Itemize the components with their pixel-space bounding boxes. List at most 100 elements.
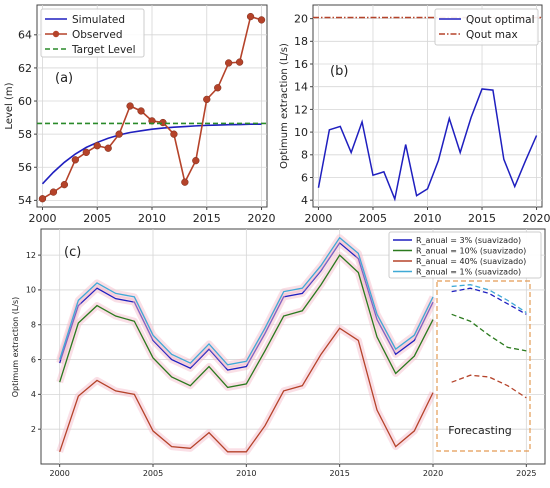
panel-a-label: (a) [55, 71, 73, 86]
observed-point [82, 148, 90, 157]
forecasting-box [436, 280, 531, 452]
observed-point [192, 156, 200, 165]
series-line [59, 241, 434, 371]
observed-point [38, 195, 47, 203]
x-tick-label: 2000 [304, 212, 332, 225]
panel-c-forecast-chart: 2000 2005 2010 2015 2020 2025 2 4 6 8 10 12 Forecas… [11, 228, 546, 478]
observed-point [115, 130, 123, 138]
panel-c-label: (c) [64, 245, 81, 260]
y-tick-label: 8 [31, 321, 36, 330]
panel-c-grid [41, 229, 545, 464]
y-tick-label: 14 [294, 81, 308, 94]
legend-label: R_anual = 40% (suavizado) [416, 257, 526, 266]
legend-label: Qout max [466, 29, 518, 41]
legend-box [434, 8, 539, 46]
y-tick-label: 10 [26, 286, 36, 295]
observed-point [225, 59, 233, 67]
x-tick-label: 2005 [83, 212, 111, 225]
series-line [59, 236, 434, 366]
observed-point [257, 16, 266, 24]
y-tick-label: 6 [31, 355, 36, 364]
series-forecast-line [451, 313, 527, 352]
legend-label: R_anual = 1% (suavizado) [416, 268, 521, 277]
y-tick-label: 12 [26, 251, 36, 260]
y-tick-label: 4 [31, 390, 36, 399]
y-tick-label: 56 [18, 161, 32, 174]
panel-a-ticks: 2000 2005 2010 2015 2020 54 56 58 60 62 64 [18, 29, 276, 225]
y-tick-label: 2 [31, 425, 36, 434]
y-tick-label: 20 [294, 12, 308, 25]
x-tick-label: 2025 [516, 469, 536, 478]
y-tick-label: 18 [294, 35, 308, 48]
y-tick-label: 6 [301, 171, 308, 184]
x-tick-label: 2015 [193, 212, 221, 225]
observed-point [137, 107, 145, 115]
observed-point [214, 84, 222, 92]
panel-a-legend: Simulated Observed Target Level [40, 8, 145, 58]
observed-point [49, 188, 58, 196]
legend-box [40, 8, 145, 58]
x-tick-label: 2010 [236, 469, 256, 478]
x-tick-label: 2015 [329, 469, 349, 478]
series-line-simulated [41, 123, 262, 185]
panel-b-series [313, 16, 542, 202]
x-tick-label: 2020 [248, 212, 276, 225]
observed-point [71, 156, 79, 164]
series-forecast-line [451, 374, 527, 399]
panel-b-ticks: 2000 2005 2010 2015 2020 4 6 8 10 12 14 16 18 20 [294, 12, 550, 225]
panel-b-legend: Qout optimal Qout max [434, 8, 539, 46]
panel-a-ylabel: Level (m) [4, 82, 15, 129]
observed-point [126, 102, 134, 110]
legend-box [388, 231, 542, 279]
panel-c-legend: R_anual = 3% (suavizado) R_anual = 10% (s… [388, 231, 542, 279]
observed-point [104, 144, 112, 152]
series-forecast-line [451, 284, 527, 314]
y-tick-label: 58 [18, 128, 32, 141]
panel-c-ticks: 2000 2005 2010 2015 2020 2025 2 4 6 8 10 12 [26, 251, 537, 478]
legend-label: Qout optimal [466, 14, 535, 26]
legend-label: Simulated [72, 14, 125, 26]
observed-point [181, 178, 189, 186]
observed-point [203, 95, 211, 104]
x-tick-label: 2020 [523, 212, 550, 225]
series-line [59, 327, 434, 453]
legend-marker [52, 30, 60, 38]
panel-a-series [37, 12, 267, 203]
panel-a-level-chart: 2000 2005 2010 2015 2020 54 56 58 60 62 64 (a) Lev… [4, 4, 276, 225]
x-tick-label: 2010 [414, 212, 442, 225]
panel-b-ylabel: Optimum extraction (L/s) [279, 43, 290, 169]
series-line [59, 254, 434, 389]
observed-point [159, 118, 167, 127]
y-tick-label: 12 [294, 103, 308, 116]
observed-point [246, 12, 255, 21]
series-line-qout-optimal [317, 88, 538, 202]
y-tick-label: 54 [18, 194, 32, 207]
x-tick-label: 2000 [28, 212, 56, 225]
series-forecast-line [451, 287, 527, 315]
x-tick-label: 2020 [423, 469, 443, 478]
y-tick-label: 16 [294, 58, 308, 71]
panel-b-label: (b) [330, 64, 348, 79]
x-tick-label: 2010 [138, 212, 166, 225]
y-tick-label: 64 [18, 29, 32, 42]
legend-label: Observed [72, 29, 123, 41]
x-tick-label: 2015 [468, 212, 496, 225]
y-tick-label: 8 [301, 149, 308, 162]
forecasting-annotation: Forecasting [448, 424, 512, 437]
y-tick-label: 60 [18, 95, 32, 108]
panel-c-ylabel: Optimum extraction (L/s) [11, 297, 20, 398]
y-tick-label: 4 [301, 194, 308, 207]
legend-label: R_anual = 3% (suavizado) [416, 236, 521, 245]
y-tick-label: 10 [294, 126, 308, 139]
legend-label: R_anual = 10% (suavizado) [416, 247, 526, 256]
panel-c-series [56, 234, 527, 456]
observed-point [93, 142, 101, 150]
observed-point [170, 130, 178, 138]
y-tick-label: 62 [18, 62, 32, 75]
observed-point [235, 58, 244, 66]
x-tick-label: 2005 [143, 469, 163, 478]
x-tick-label: 2005 [359, 212, 387, 225]
observed-point [60, 180, 69, 189]
